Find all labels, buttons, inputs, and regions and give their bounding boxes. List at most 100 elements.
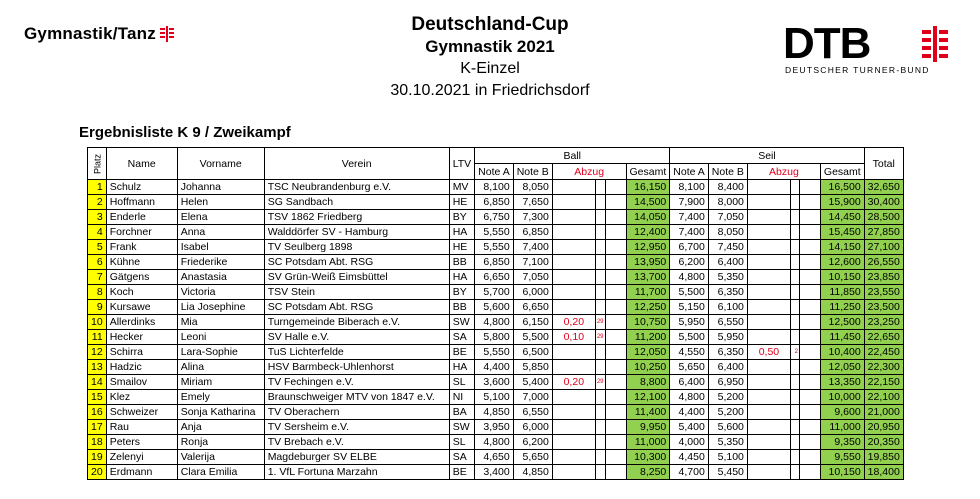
cell-ltv: HA	[448, 269, 476, 285]
cell-seil-abzug	[746, 194, 791, 210]
cell-ltv: SL	[448, 374, 476, 390]
table-row: 17 Rau Anja TV Sersheim e.V. SW 3,950 6,000 9,9…	[87, 419, 904, 435]
cell-ball-b: 7,300	[512, 209, 553, 225]
dtb-logo: DTB DEUTSCHER TURNER-BUND	[783, 22, 953, 75]
col-seil-note-b: Note B	[707, 163, 748, 180]
cell-ball-a: 5,550	[474, 344, 514, 360]
cell-seil-gesamt: 9,600	[819, 404, 865, 420]
cell-verein: TV Oberachern	[263, 404, 450, 420]
cell-seil-a: 4,000	[669, 434, 709, 450]
event-category: K-Einzel	[460, 60, 520, 77]
cell-ball-a: 6,850	[474, 254, 514, 270]
cell-seil-b: 8,000	[707, 194, 748, 210]
cell-spacer	[604, 374, 627, 390]
gymnastik-tanz-logo: Gymnastik/Tanz	[24, 24, 174, 44]
col-vorname: Vorname	[176, 147, 265, 180]
table-row: 5 Frank Isabel TV Seulberg 1898 HE 5,550 7,400…	[87, 239, 904, 255]
cell-ltv: BY	[448, 284, 476, 300]
cell-ltv: BB	[448, 299, 476, 315]
cell-ball-gesamt: 8,250	[625, 464, 671, 480]
cell-ball-b: 7,100	[512, 254, 553, 270]
table-row: 16 Schweizer Sonja Katharina TV Oberachern B…	[87, 404, 904, 420]
cell-ball-b: 8,050	[512, 179, 553, 195]
cell-ball-gesamt: 11,400	[625, 404, 671, 420]
cell-seil-gesamt: 11,450	[819, 329, 865, 345]
cell-seil-b: 5,950	[707, 329, 748, 345]
table-row: 10 Allerdinks Mia Turngemeinde Biberach e.V…	[87, 314, 904, 330]
cell-vorname: Anna	[176, 224, 265, 240]
cell-ball-ex	[594, 464, 606, 480]
cell-seil-ex	[789, 449, 800, 465]
cell-seil-a: 5,150	[669, 299, 709, 315]
cell-ball-gesamt: 14,050	[625, 209, 671, 225]
table-row: 14 Smailov Miriam TV Fechingen e.V. SL 3,600 5…	[87, 374, 904, 390]
cell-ball-ex	[594, 179, 606, 195]
col-verein: Verein	[263, 147, 450, 180]
cell-seil-abzug	[746, 269, 791, 285]
cell-ball-ex	[594, 434, 606, 450]
cell-total: 32,650	[863, 179, 904, 195]
table-row: 15 Klez Emely Braunschweiger MTV von 1847 e…	[87, 389, 904, 405]
cell-ball-ex	[594, 419, 606, 435]
table-row: 4 Forchner Anna Walddörfer SV - Hamburg HA 5,…	[87, 224, 904, 240]
cell-seil-b: 5,100	[707, 449, 748, 465]
cell-ball-a: 5,550	[474, 224, 514, 240]
cell-name: Schulz	[105, 179, 178, 195]
cell-ltv: HA	[448, 224, 476, 240]
col-group-ball: Ball	[474, 147, 671, 164]
cell-ball-ex	[594, 239, 606, 255]
cell-vorname: Ronja	[176, 434, 265, 450]
table-row: 3 Enderle Elena TSV 1862 Friedberg BY 6,750 7,…	[87, 209, 904, 225]
results-table: Platz Name Vorname Verein LTV Ball Seil …	[87, 147, 904, 480]
cell-seil-ex	[789, 284, 800, 300]
cell-name: Koch	[105, 284, 178, 300]
cell-seil-b: 5,450	[707, 464, 748, 480]
cell-total: 18,400	[863, 464, 904, 480]
col-ball-abzug: Abzug	[551, 163, 627, 180]
cell-ltv: HE	[448, 194, 476, 210]
cell-seil-abzug	[746, 224, 791, 240]
cell-spacer	[798, 374, 821, 390]
cell-vorname: Elena	[176, 209, 265, 225]
cell-seil-abzug	[746, 329, 791, 345]
cell-seil-a: 5,500	[669, 329, 709, 345]
cell-platz: 9	[87, 299, 107, 315]
cell-seil-abzug	[746, 209, 791, 225]
cell-ball-gesamt: 8,800	[625, 374, 671, 390]
cell-spacer	[604, 269, 627, 285]
cell-ball-b: 6,000	[512, 419, 553, 435]
cell-ball-b: 5,850	[512, 359, 553, 375]
cell-verein: Braunschweiger MTV von 1847 e.V.	[263, 389, 450, 405]
col-ball-gesamt: Gesamt	[625, 163, 671, 180]
table-row: 8 Koch Victoria TSV Stein BY 5,700 6,000 11,700…	[87, 284, 904, 300]
cell-seil-gesamt: 15,900	[819, 194, 865, 210]
cell-seil-a: 7,400	[669, 224, 709, 240]
cell-ball-gesamt: 12,400	[625, 224, 671, 240]
cell-seil-abzug	[746, 299, 791, 315]
cell-ball-a: 3,600	[474, 374, 514, 390]
cell-seil-gesamt: 11,000	[819, 419, 865, 435]
cell-ball-gesamt: 12,050	[625, 344, 671, 360]
cell-platz: 8	[87, 284, 107, 300]
cell-ball-abzug	[551, 209, 596, 225]
cell-seil-abzug	[746, 449, 791, 465]
cell-ball-abzug	[551, 224, 596, 240]
cell-spacer	[798, 389, 821, 405]
cell-ball-gesamt: 13,700	[625, 269, 671, 285]
cell-seil-gesamt: 10,150	[819, 464, 865, 480]
cell-name: Erdmann	[105, 464, 178, 480]
cell-spacer	[798, 254, 821, 270]
cell-vorname: Anastasia	[176, 269, 265, 285]
cell-platz: 11	[87, 329, 107, 345]
cell-ltv: SW	[448, 419, 476, 435]
cell-name: Klez	[105, 389, 178, 405]
cell-total: 27,100	[863, 239, 904, 255]
cell-ltv: MV	[448, 179, 476, 195]
cell-seil-a: 5,500	[669, 284, 709, 300]
cell-platz: 12	[87, 344, 107, 360]
cell-vorname: Emely	[176, 389, 265, 405]
cell-platz: 4	[87, 224, 107, 240]
cell-ball-b: 5,500	[512, 329, 553, 345]
cell-seil-a: 7,900	[669, 194, 709, 210]
cell-vorname: Leoni	[176, 329, 265, 345]
